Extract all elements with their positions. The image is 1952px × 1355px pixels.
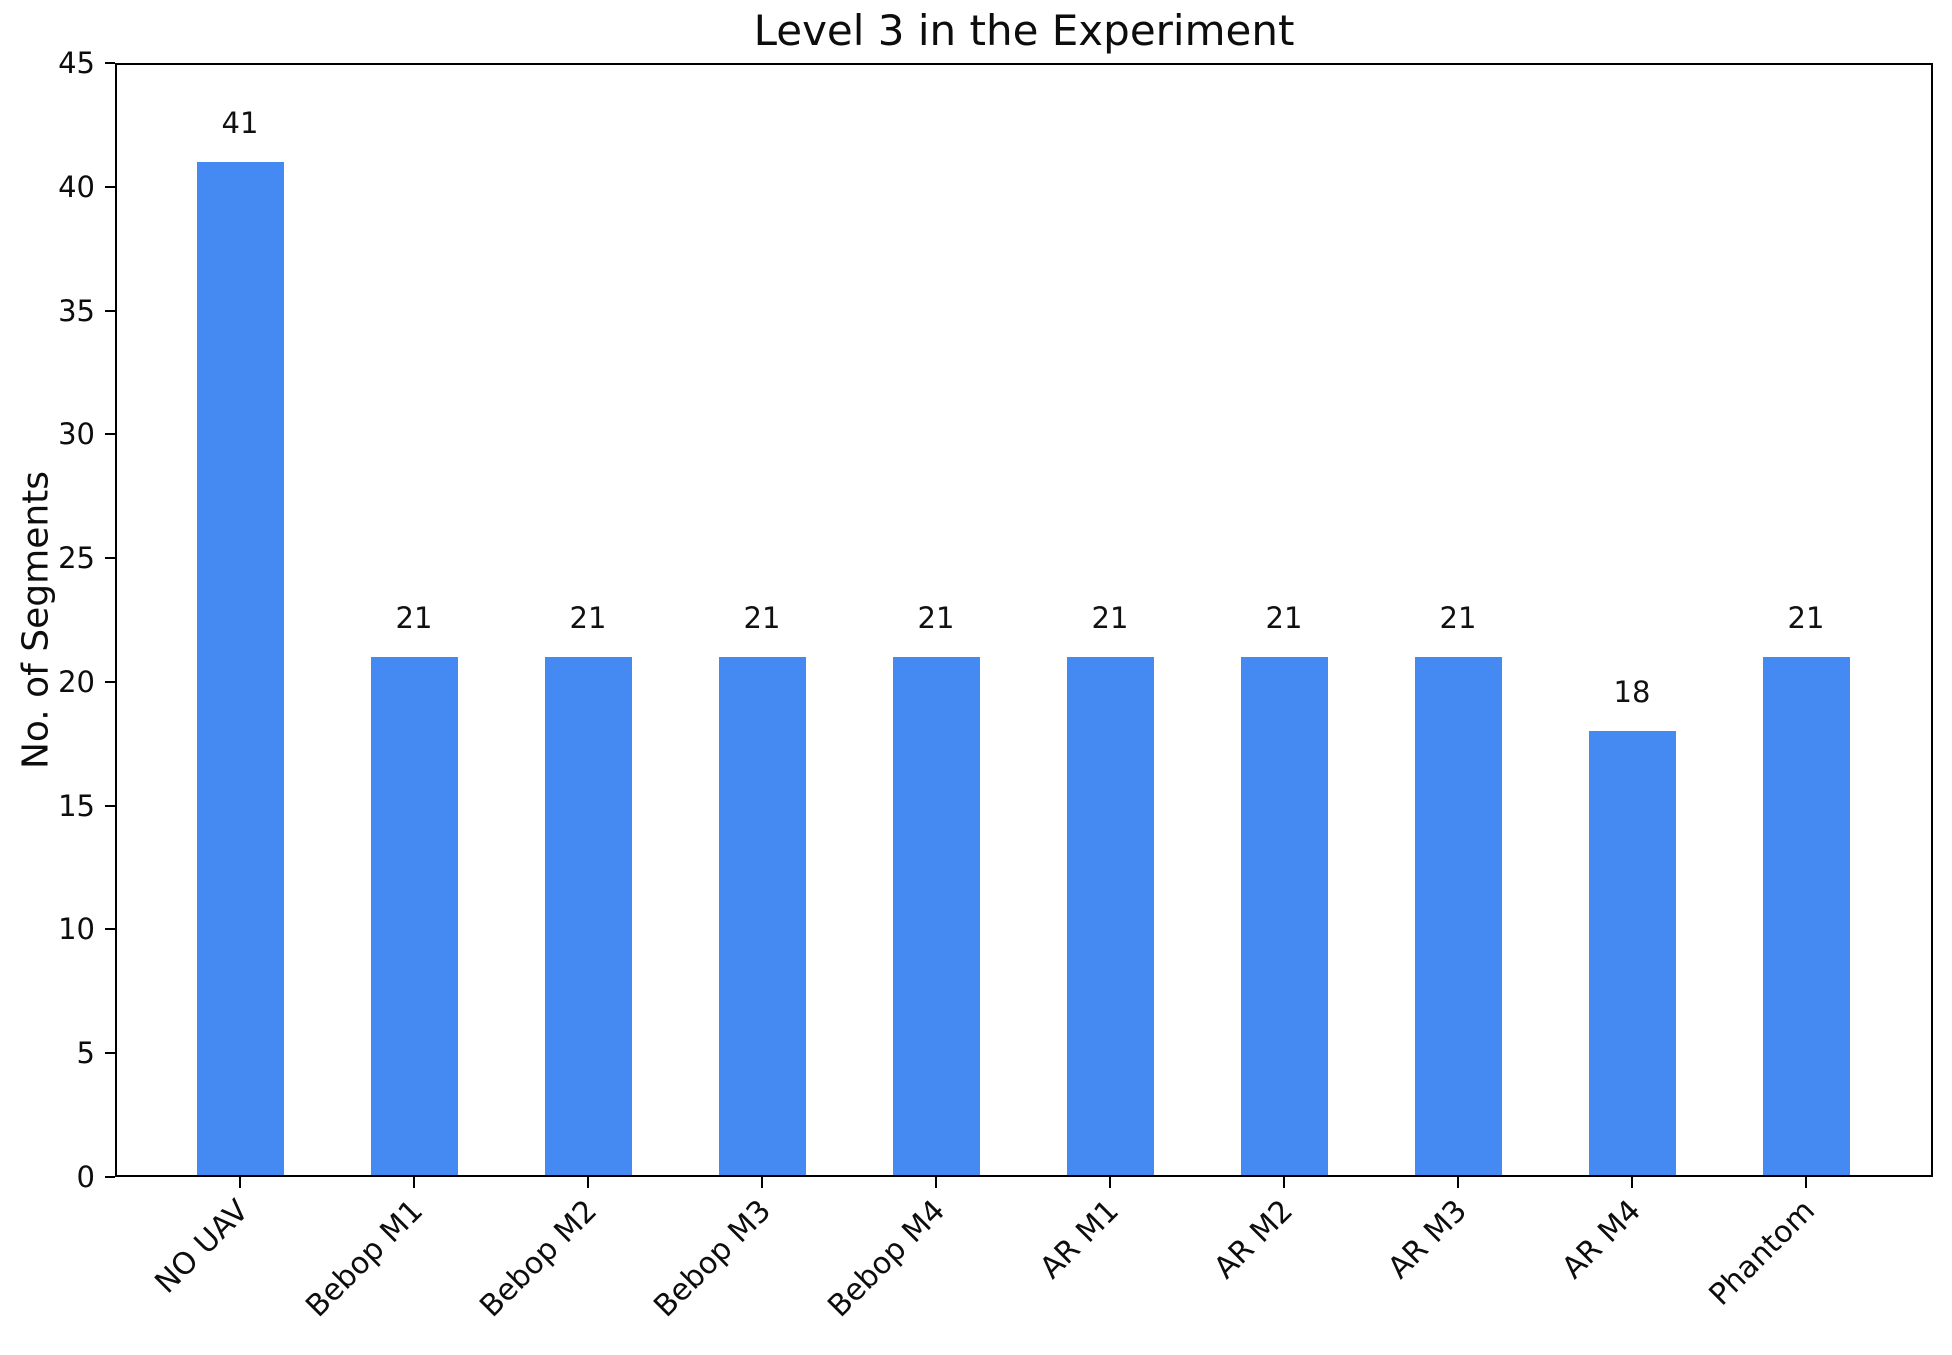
bar-value-label: 21 (1439, 601, 1477, 636)
bar (370, 657, 458, 1177)
y-tick-label: 10 (58, 912, 95, 947)
y-tick-label: 45 (58, 46, 95, 80)
y-tick-label: 30 (58, 417, 95, 452)
y-tick-mark (105, 309, 115, 312)
bar (892, 657, 980, 1177)
bar-value-label: 21 (1091, 601, 1129, 636)
y-tick-label: 15 (58, 788, 95, 823)
bar (1240, 657, 1328, 1177)
bar-value-label: 21 (1265, 601, 1303, 636)
x-tick-label: NO UAV (148, 1193, 257, 1301)
y-tick-label: 35 (58, 293, 95, 328)
x-tick-mark (1631, 1177, 1633, 1188)
y-tick-label: 25 (58, 541, 95, 576)
x-tick-mark (935, 1177, 937, 1188)
plot-area: 41 21 21 21 21 21 21 21 18 21 (115, 63, 1933, 1177)
y-tick-mark (105, 557, 115, 560)
y-tick-label: 20 (58, 664, 95, 699)
x-tick-label: AR M2 (1207, 1193, 1301, 1286)
bar (1414, 657, 1502, 1177)
x-tick-label: Bebop M3 (647, 1193, 779, 1325)
y-tick-mark (105, 804, 115, 807)
x-tick-label: AR M1 (1033, 1193, 1127, 1286)
bar-value-label: 21 (743, 601, 781, 636)
bar (196, 162, 284, 1177)
y-tick-mark (105, 185, 115, 188)
x-tick-mark (239, 1177, 241, 1188)
bar-value-label: 21 (1787, 601, 1825, 636)
x-tick-mark (413, 1177, 415, 1188)
bar (1762, 657, 1850, 1177)
bar (718, 657, 806, 1177)
y-tick-mark (105, 1052, 115, 1055)
bar (544, 657, 632, 1177)
bar-value-label: 18 (1613, 675, 1651, 710)
y-tick-label: 40 (58, 169, 95, 204)
x-tick-mark (1109, 1177, 1111, 1188)
x-tick-mark (1283, 1177, 1285, 1188)
x-tick-label: Bebop M2 (473, 1193, 605, 1325)
y-axis-label: No. of Segments (15, 470, 57, 770)
x-tick-mark (1805, 1177, 1807, 1188)
bar-value-label: 21 (569, 601, 607, 636)
x-tick-label: Bebop M4 (821, 1193, 953, 1325)
x-tick-label: AR M3 (1381, 1193, 1475, 1286)
bar-value-label: 21 (395, 601, 433, 636)
x-tick-label: Bebop M1 (299, 1193, 431, 1325)
y-tick-mark (105, 680, 115, 683)
chart-title: Level 3 in the Experiment (753, 6, 1295, 55)
bar (1588, 731, 1676, 1177)
bar (1066, 657, 1154, 1177)
x-tick-label: AR M4 (1555, 1193, 1649, 1286)
y-tick-mark (105, 1176, 115, 1178)
y-tick-mark (105, 928, 115, 931)
x-tick-mark (761, 1177, 763, 1188)
bar-value-label: 21 (917, 601, 955, 636)
y-tick-label: 5 (76, 1036, 95, 1071)
bar-value-label: 41 (221, 106, 259, 141)
y-tick-mark (105, 433, 115, 436)
y-tick-mark (105, 62, 115, 64)
y-tick-label: 0 (76, 1160, 95, 1194)
x-tick-mark (1457, 1177, 1459, 1188)
x-tick-mark (587, 1177, 589, 1188)
x-tick-label: Phantom (1702, 1193, 1823, 1313)
